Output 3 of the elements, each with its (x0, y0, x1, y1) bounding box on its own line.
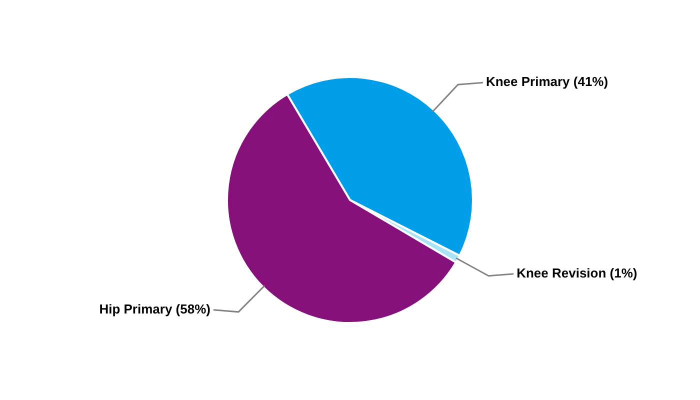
slice-label: Hip Primary (58%) (99, 301, 210, 316)
slice-label: Knee Revision (1%) (516, 265, 638, 280)
slice-label: Knee Primary (41%) (486, 74, 608, 90)
